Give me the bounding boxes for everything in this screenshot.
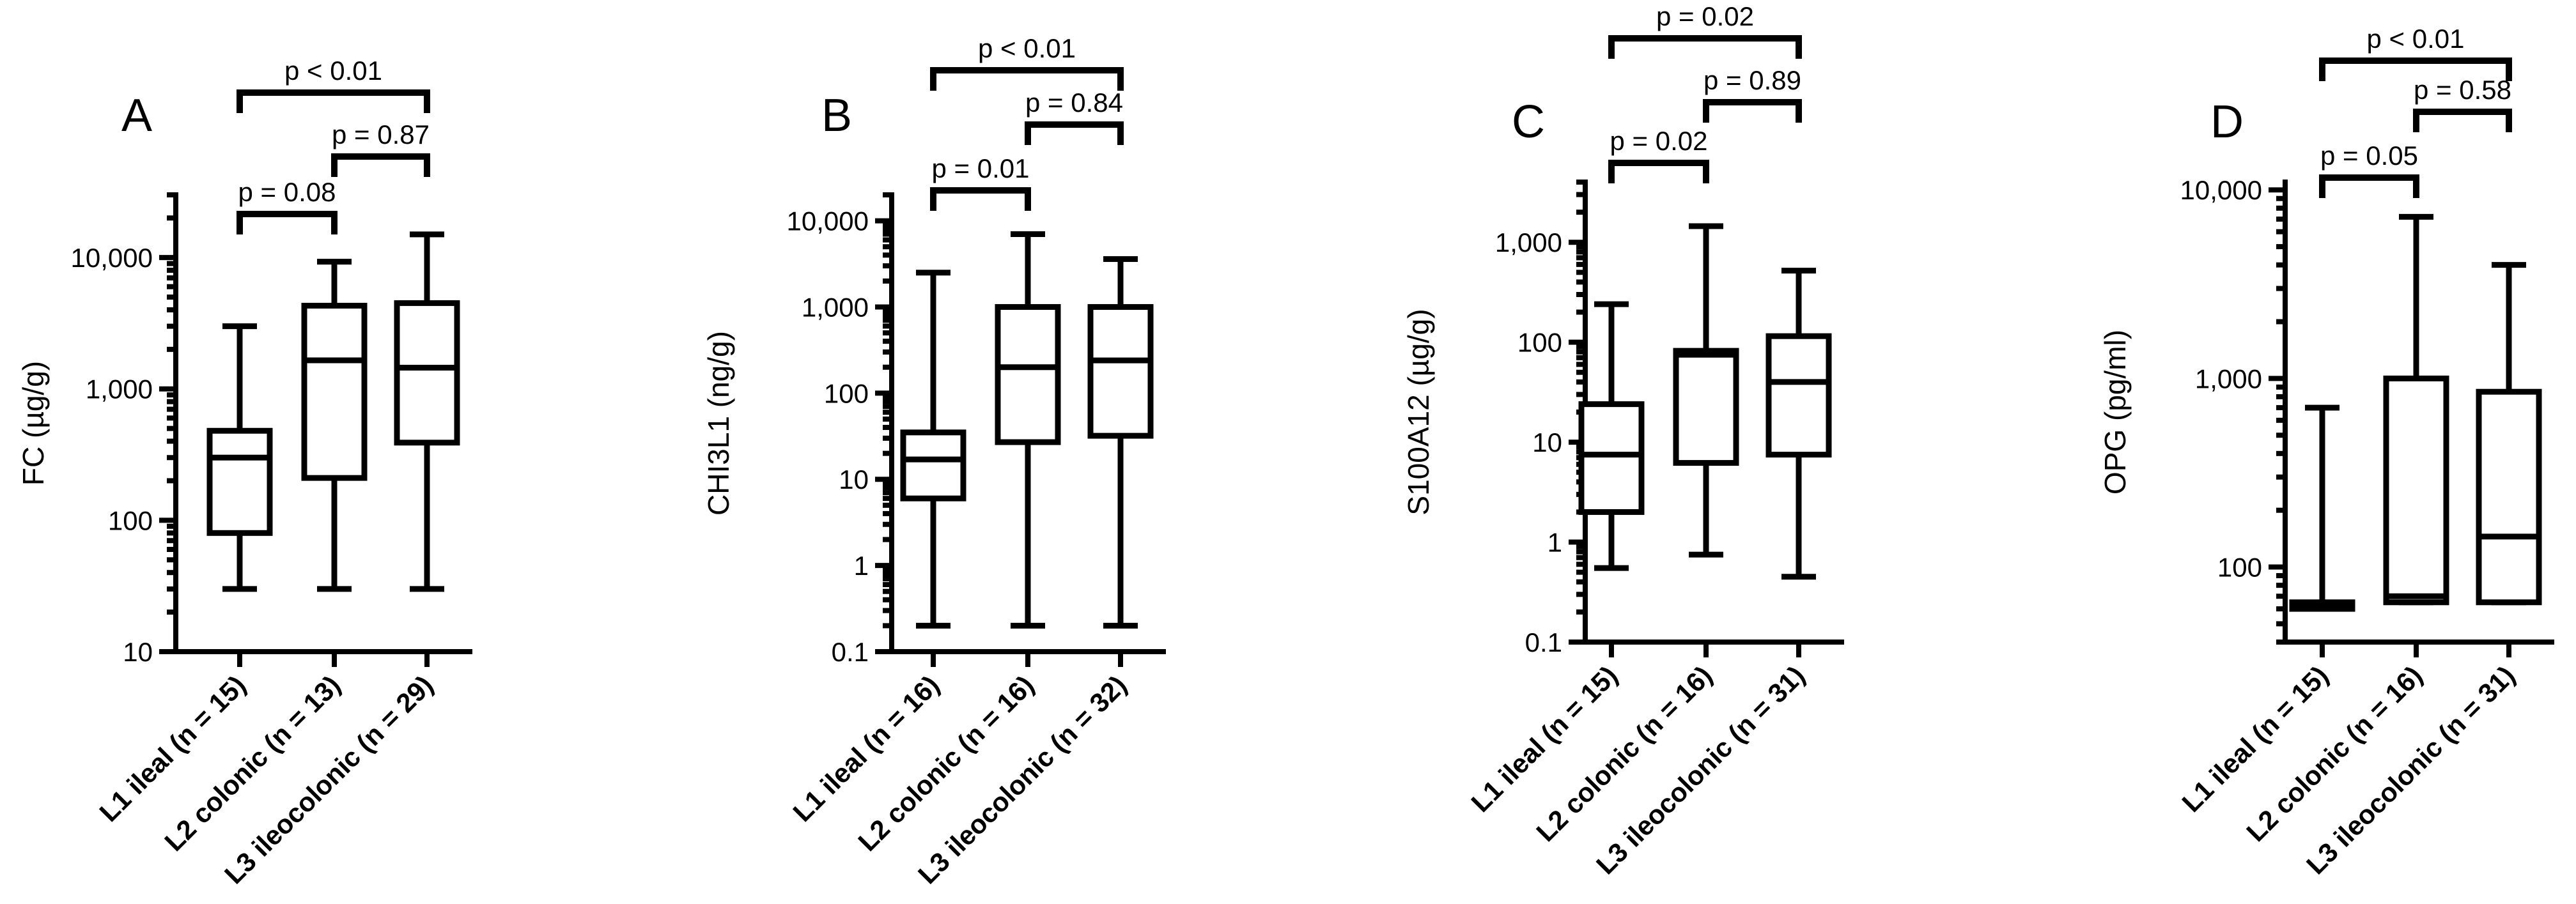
panel-b-y-tick-label: 1,000 [802, 292, 869, 322]
panel-c-bracket [1608, 160, 1709, 183]
panel-b-y-tick-label: 0.1 [832, 637, 869, 667]
panel-b-y-tick-label: 10 [839, 464, 869, 494]
panel-c-box-3 [1765, 268, 1832, 580]
panel-b-bracket [930, 67, 1124, 91]
panel-a-y-axis-label: FC (µg/g) [17, 361, 50, 486]
panel-c-category-label: L2 colonic (n = 16) [1530, 660, 1718, 847]
panel-a-letter: A [121, 90, 152, 141]
panel-d-box-2 [2383, 213, 2449, 606]
box-iqr [1673, 348, 1739, 466]
panel-b-p-value: p = 0.01 [932, 153, 1030, 183]
box-iqr [2383, 375, 2449, 606]
panel-d-letter: D [2210, 96, 2244, 148]
panel-b-box-3 [1087, 256, 1154, 629]
panel-d-category-label: L2 colonic (n = 16) [2240, 660, 2428, 847]
panel-a-category-label: L2 colonic (n = 13) [159, 670, 346, 857]
panel-b-p-value: p < 0.01 [978, 33, 1076, 63]
panel-b-letter: B [821, 90, 852, 141]
panel-b-category-label: L2 colonic (n = 16) [852, 670, 1039, 857]
panel-b-p-value: p = 0.84 [1025, 88, 1123, 118]
panel-c-y-tick-label: 10 [1532, 427, 1562, 457]
panel-c-box-2 [1673, 223, 1739, 558]
panel-b-box-2 [995, 231, 1061, 629]
panel-a-p-value: p = 0.87 [332, 119, 430, 149]
panel-d-y-tick-label: 10,000 [2180, 175, 2262, 205]
panel-b-y-tick-label: 100 [824, 378, 869, 408]
panel-d-p-value: p < 0.01 [2367, 24, 2465, 54]
panel-a-box-2 [301, 259, 368, 592]
panel-a-y-tick-label: 10,000 [71, 243, 153, 273]
panel-c-box-1 [1578, 301, 1645, 571]
panel-b-y-tick-label: 10,000 [787, 206, 869, 236]
box-iqr [1765, 333, 1832, 458]
panel-c-y-tick-label: 0.1 [1525, 627, 1562, 657]
panel-d-box-1 [2289, 404, 2355, 612]
panel-d-box-3 [2476, 262, 2542, 606]
panel-c-bracket [1608, 35, 1802, 59]
box-iqr [206, 427, 273, 536]
panel-d-y-tick-label: 1,000 [2195, 364, 2262, 394]
panel-c-letter: C [1512, 96, 1545, 148]
panel-a-bracket [237, 211, 338, 234]
panel-d-bracket [2413, 109, 2512, 132]
panel-a-box-3 [394, 231, 460, 592]
box-iqr [301, 302, 368, 481]
panel-b-y-tick-label: 1 [854, 551, 869, 581]
panel-c-y-axis-label: S100A12 (µg/g) [1402, 309, 1435, 515]
panel-a-y-tick-label: 1,000 [86, 374, 153, 404]
panel-d-p-value: p = 0.05 [2320, 141, 2418, 171]
panel-a-box-1 [206, 323, 273, 592]
panel-a-p-value: p = 0.08 [238, 177, 336, 207]
panel-c-p-value: p = 0.02 [1656, 1, 1754, 31]
panel-a-bracket [331, 153, 430, 177]
panel-c-p-value: p = 0.02 [1610, 126, 1708, 156]
panel-c-bracket [1703, 99, 1802, 123]
panel-d-bracket [2319, 174, 2419, 198]
box-iqr [900, 429, 966, 502]
panel-d-bracket [2319, 57, 2512, 81]
panel-b-bracket [1025, 121, 1124, 145]
panel-d-y-tick-label: 100 [2217, 553, 2262, 583]
box-iqr [394, 300, 460, 446]
box-iqr [2476, 388, 2542, 606]
panel-d-p-value: p = 0.58 [2414, 75, 2511, 105]
panel-d-y-axis-label: OPG (pg/ml) [2099, 330, 2132, 494]
panel-a-p-value: p < 0.01 [284, 56, 382, 86]
panel-c-p-value: p = 0.89 [1703, 65, 1801, 95]
box-iqr [1087, 303, 1154, 439]
panel-c-y-tick-label: 1,000 [1495, 227, 1562, 257]
panel-b-bracket [930, 187, 1031, 211]
panel-a-y-tick-label: 100 [108, 505, 153, 535]
panel-c-y-tick-label: 1 [1548, 528, 1562, 558]
panel-a-y-tick-label: 10 [123, 637, 153, 667]
panel-b-box-1 [900, 270, 966, 629]
box-iqr [1578, 401, 1645, 515]
box-iqr [995, 303, 1061, 445]
panel-a-bracket [237, 89, 430, 113]
panel-b-y-axis-label: CHI3L1 (ng/g) [702, 331, 735, 516]
panel-c-y-tick-label: 100 [1517, 328, 1562, 358]
